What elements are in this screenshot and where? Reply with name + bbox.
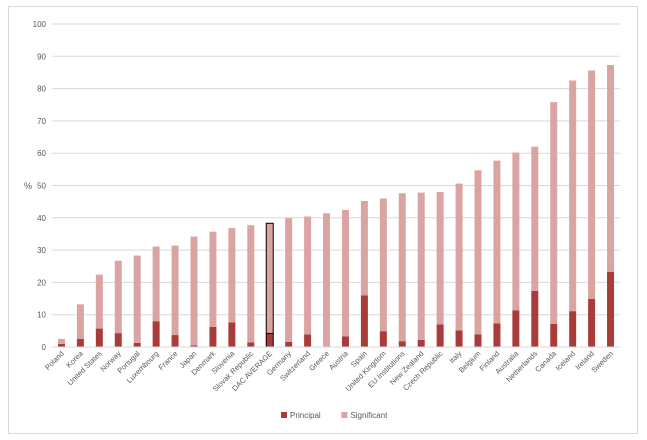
bar-principal xyxy=(247,342,255,347)
stacked-bar-chart: 0 10 20 30 40 50 60 70 80 90 100 % PolandKoreaUnit… xyxy=(24,20,620,420)
bar-significant xyxy=(493,160,501,324)
bar-significant xyxy=(360,201,368,296)
bar-significant xyxy=(76,304,84,339)
x-tick-label: Greece xyxy=(307,349,331,373)
y-tick-label: 70 xyxy=(37,117,46,126)
y-tick-label: 60 xyxy=(37,149,46,158)
bar-principal xyxy=(455,330,463,347)
x-tick-label: Canada xyxy=(533,348,559,374)
y-tick-label: 50 xyxy=(37,182,46,191)
bar-significant xyxy=(190,236,198,346)
bar-significant xyxy=(133,255,141,343)
bar-principal xyxy=(341,336,349,347)
chart-frame: 0 10 20 30 40 50 60 70 80 90 100 % Poland Korea Unit… xyxy=(8,6,638,434)
bar-significant xyxy=(323,213,331,347)
bar-significant xyxy=(512,152,520,311)
bar-significant xyxy=(436,191,444,325)
legend: Principal Significant xyxy=(281,411,388,420)
legend-swatch-significant xyxy=(341,412,348,418)
bar-principal xyxy=(379,331,387,347)
bar-significant xyxy=(171,245,179,336)
bar-principal xyxy=(133,342,141,347)
y-axis-label: % xyxy=(24,181,32,191)
y-tick-label: 20 xyxy=(37,278,46,287)
bar-significant xyxy=(95,274,103,329)
y-tick-label: 10 xyxy=(37,311,46,320)
bar-significant xyxy=(266,223,274,334)
y-tick-label: 0 xyxy=(42,343,47,352)
y-tick-label: 30 xyxy=(37,246,46,255)
bar-principal xyxy=(474,334,482,347)
bar-principal xyxy=(57,343,65,347)
bar-significant xyxy=(588,70,596,299)
legend-label-significant: Significant xyxy=(350,411,388,420)
bar-significant xyxy=(531,146,539,291)
y-tick-label: 90 xyxy=(37,52,46,61)
bar-significant xyxy=(57,338,65,344)
bar-principal xyxy=(531,290,539,347)
bar-principal xyxy=(228,322,236,347)
bar-significant xyxy=(228,228,236,323)
bar-significant xyxy=(341,210,349,337)
bar-principal xyxy=(436,324,444,347)
x-tick-label: France xyxy=(157,349,180,372)
bar-principal xyxy=(360,295,368,347)
legend-swatch-principal xyxy=(281,412,287,418)
bar-significant xyxy=(417,192,425,340)
bar-significant xyxy=(455,183,463,331)
y-tick-label: 80 xyxy=(37,85,46,94)
bar-significant xyxy=(550,102,558,324)
x-tick-label: Iceland xyxy=(554,349,577,372)
bar-principal xyxy=(76,338,84,347)
y-tick-label: 100 xyxy=(33,20,47,29)
bar-principal xyxy=(607,271,615,347)
x-tick-label: Austria xyxy=(327,348,350,371)
bar-significant xyxy=(152,246,160,322)
gridlines xyxy=(52,23,620,316)
bar-principal xyxy=(114,333,122,347)
bar-significant xyxy=(398,193,406,342)
bar-principal xyxy=(171,335,179,347)
bar-significant xyxy=(114,260,122,334)
bar-significant xyxy=(285,218,293,342)
bar-significant xyxy=(569,80,577,312)
bar-principal xyxy=(588,298,596,347)
bar-principal xyxy=(417,339,425,347)
bar-principal xyxy=(95,328,103,347)
bar-significant xyxy=(209,231,217,327)
bar-principal xyxy=(398,341,406,347)
bar-significant xyxy=(247,225,255,343)
bar-principal xyxy=(285,341,293,347)
legend-label-principal: Principal xyxy=(290,411,321,420)
bar-principal xyxy=(550,323,558,347)
bar-principal xyxy=(190,345,198,347)
bar-principal xyxy=(152,321,160,347)
bar-significant xyxy=(474,170,482,335)
bar-significant xyxy=(379,198,387,332)
bar-principal xyxy=(209,326,217,347)
bar-principal xyxy=(493,323,501,347)
x-tick-label: Poland xyxy=(43,349,66,372)
bar-principal xyxy=(304,334,312,347)
bar-significant xyxy=(304,216,312,335)
bar-principal xyxy=(569,311,577,347)
bar-significant xyxy=(607,65,615,272)
bar-principal xyxy=(266,333,274,347)
y-axis-ticks: 0 10 20 30 40 50 60 70 80 90 100 xyxy=(33,20,47,352)
y-tick-label: 40 xyxy=(37,214,46,223)
bar-principal xyxy=(512,310,520,347)
bars xyxy=(57,65,615,348)
